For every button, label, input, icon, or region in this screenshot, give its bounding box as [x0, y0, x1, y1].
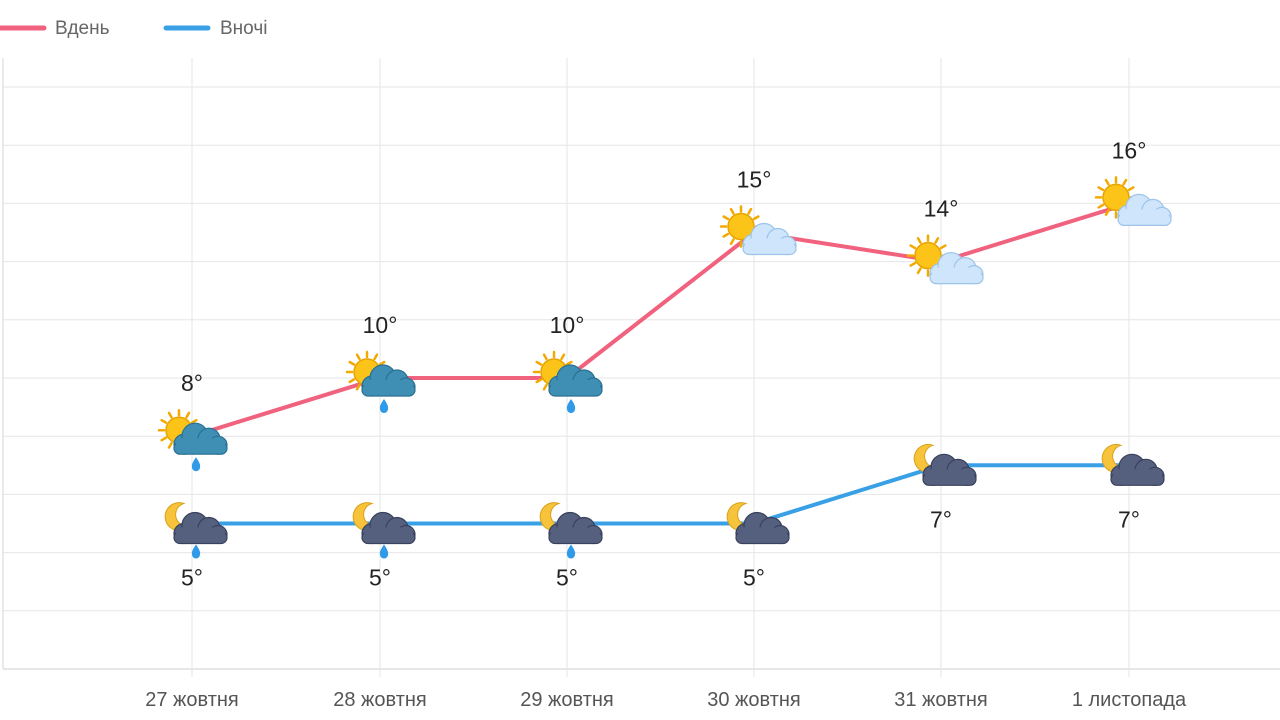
legend-day-label: Вдень — [55, 18, 110, 39]
x-tick-label: 30 жовтня — [707, 689, 801, 711]
moon-rain-cloud-icon — [539, 502, 603, 559]
sun-rain-cloud-icon — [157, 408, 228, 472]
moon-rain-cloud-icon — [352, 502, 416, 559]
day-temperature-label: 15° — [737, 167, 772, 193]
night-temperature-label: 5° — [556, 565, 578, 591]
night-temperature-label: 5° — [743, 565, 765, 591]
night-temperature-label: 7° — [1118, 506, 1140, 532]
night-temperature-label: 7° — [930, 506, 952, 532]
sun-cloud-icon — [1094, 176, 1172, 226]
day-temperature-label: 10° — [363, 312, 398, 338]
day-temperature-label: 8° — [181, 370, 203, 396]
x-tick-label: 31 жовтня — [894, 689, 988, 711]
night-series-line — [190, 463, 1131, 526]
night-temperature-label: 5° — [369, 565, 391, 591]
data-labels: 8° 10° 10° 15° 14° 16° 5° 5° 5° 5° 7° 7° — [181, 137, 1146, 590]
day-temperature-label: 16° — [1112, 137, 1147, 163]
sun-cloud-icon — [906, 234, 984, 285]
x-tick-label: 29 жовтня — [520, 689, 614, 711]
moon-rain-cloud-icon — [164, 502, 228, 559]
day-series-line — [190, 201, 1131, 439]
sun-rain-cloud-icon — [345, 350, 416, 413]
legend: Вдень Вночі — [0, 18, 267, 39]
day-temperature-label: 14° — [924, 196, 959, 222]
series-lines — [190, 201, 1131, 526]
moon-cloud-icon — [1101, 443, 1165, 486]
x-tick-label: 27 жовтня — [145, 689, 239, 711]
x-tick-label: 28 жовтня — [333, 689, 427, 711]
x-tick-label: 1 листопада — [1072, 689, 1187, 711]
moon-cloud-icon — [913, 443, 977, 486]
weather-icons — [157, 176, 1172, 559]
x-axis-ticks: 27 жовтня 28 жовтня 29 жовтня 30 жовтня 31 ж… — [145, 689, 1187, 711]
night-temperature-label: 5° — [181, 565, 203, 591]
day-temperature-label: 10° — [550, 312, 585, 338]
legend-night-label: Вночі — [220, 18, 267, 39]
sun-rain-cloud-icon — [532, 350, 603, 413]
moon-cloud-icon — [726, 502, 790, 545]
sun-cloud-icon — [719, 205, 797, 256]
